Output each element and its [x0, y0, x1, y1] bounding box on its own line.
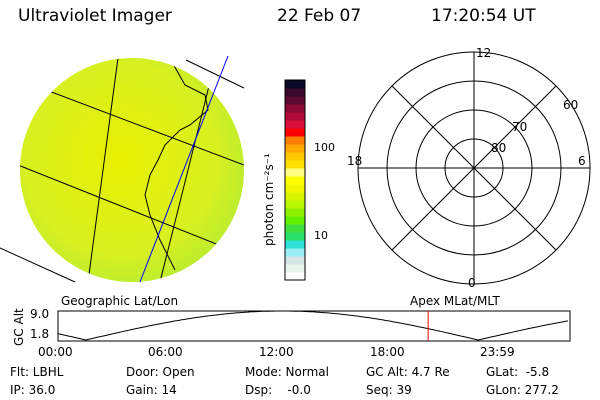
- glon: GLon: 277.2: [486, 383, 559, 397]
- colorbar-segment: [285, 88, 305, 97]
- colorbar-segment: [285, 80, 305, 89]
- mlt-18: 18: [347, 154, 363, 168]
- xtick: 12:00: [259, 345, 294, 359]
- ip: IP: 36.0: [10, 383, 56, 397]
- lat-60: 60: [563, 98, 579, 112]
- ytick-9: 9.0: [30, 307, 50, 321]
- colorbar-segment: [285, 152, 305, 161]
- lat-70: 70: [512, 120, 528, 134]
- colorbar-segment: [285, 120, 305, 129]
- dsp: Dsp: -0.0: [245, 383, 311, 397]
- mlt-0: 0: [468, 276, 476, 290]
- mlt-12: 12: [476, 46, 492, 60]
- door: Door: Open: [126, 365, 195, 379]
- filter: Flt: LBHL: [10, 365, 64, 379]
- colorbar-segment: [285, 104, 305, 113]
- colorbar-tick-100: 100: [314, 141, 335, 154]
- colorbar-segment: [285, 216, 305, 225]
- date: 22 Feb 07: [277, 6, 362, 26]
- altitude-plot: [57, 310, 571, 342]
- xtick: 23:59: [480, 345, 515, 359]
- colorbar-segment: [285, 232, 305, 241]
- colorbar-segment: [285, 112, 305, 121]
- mlt-6: 6: [578, 154, 586, 168]
- gc-alt: GC Alt: 4.7 Re: [366, 365, 450, 379]
- geographic-title: Geographic Lat/Lon: [61, 294, 179, 308]
- colorbar-segment: [285, 96, 305, 105]
- xtick: 00:00: [38, 345, 73, 359]
- colorbar-segment: [285, 144, 305, 153]
- colorbar-segment: [285, 176, 305, 185]
- colorbar-segment: [285, 256, 305, 265]
- glat: GLat: -5.8: [486, 365, 550, 379]
- colorbar-segment: [285, 200, 305, 209]
- colorbar-frame: [284, 79, 306, 281]
- colorbar-segment: [285, 160, 305, 169]
- polar-plot: [357, 51, 591, 285]
- mode: Mode: Normal: [245, 365, 329, 379]
- grid-lines: [20, 58, 244, 282]
- alt-ylabel: GC Alt: [12, 308, 26, 346]
- colorbar-segment: [285, 208, 305, 217]
- colorbar-label: photon cm⁻²s⁻¹: [262, 153, 276, 246]
- earth-image: [0, 55, 245, 283]
- apex-title: Apex MLat/MLT: [410, 294, 500, 308]
- xtick: 06:00: [148, 345, 183, 359]
- lat-80: 80: [491, 141, 507, 155]
- colorbar-segment: [285, 248, 305, 257]
- gain: Gain: 14: [126, 383, 177, 397]
- colorbar-segment: [285, 168, 305, 177]
- colorbar: [284, 79, 306, 281]
- colorbar-segment: [285, 224, 305, 233]
- seq: Seq: 39: [366, 383, 412, 397]
- colorbar-segment: [285, 184, 305, 193]
- ytick-1.8: 1.8: [30, 327, 50, 341]
- colorbar-segment: [285, 264, 305, 273]
- xtick: 18:00: [370, 345, 405, 359]
- time: 17:20:54 UT: [431, 6, 536, 26]
- colorbar-segment: [285, 272, 305, 281]
- colorbar-segment: [285, 136, 305, 145]
- colorbar-segment: [285, 128, 305, 137]
- title: Ultraviolet Imager: [18, 6, 172, 26]
- colorbar-segment: [285, 240, 305, 249]
- colorbar-tick-10: 10: [314, 229, 328, 242]
- colorbar-segment: [285, 192, 305, 201]
